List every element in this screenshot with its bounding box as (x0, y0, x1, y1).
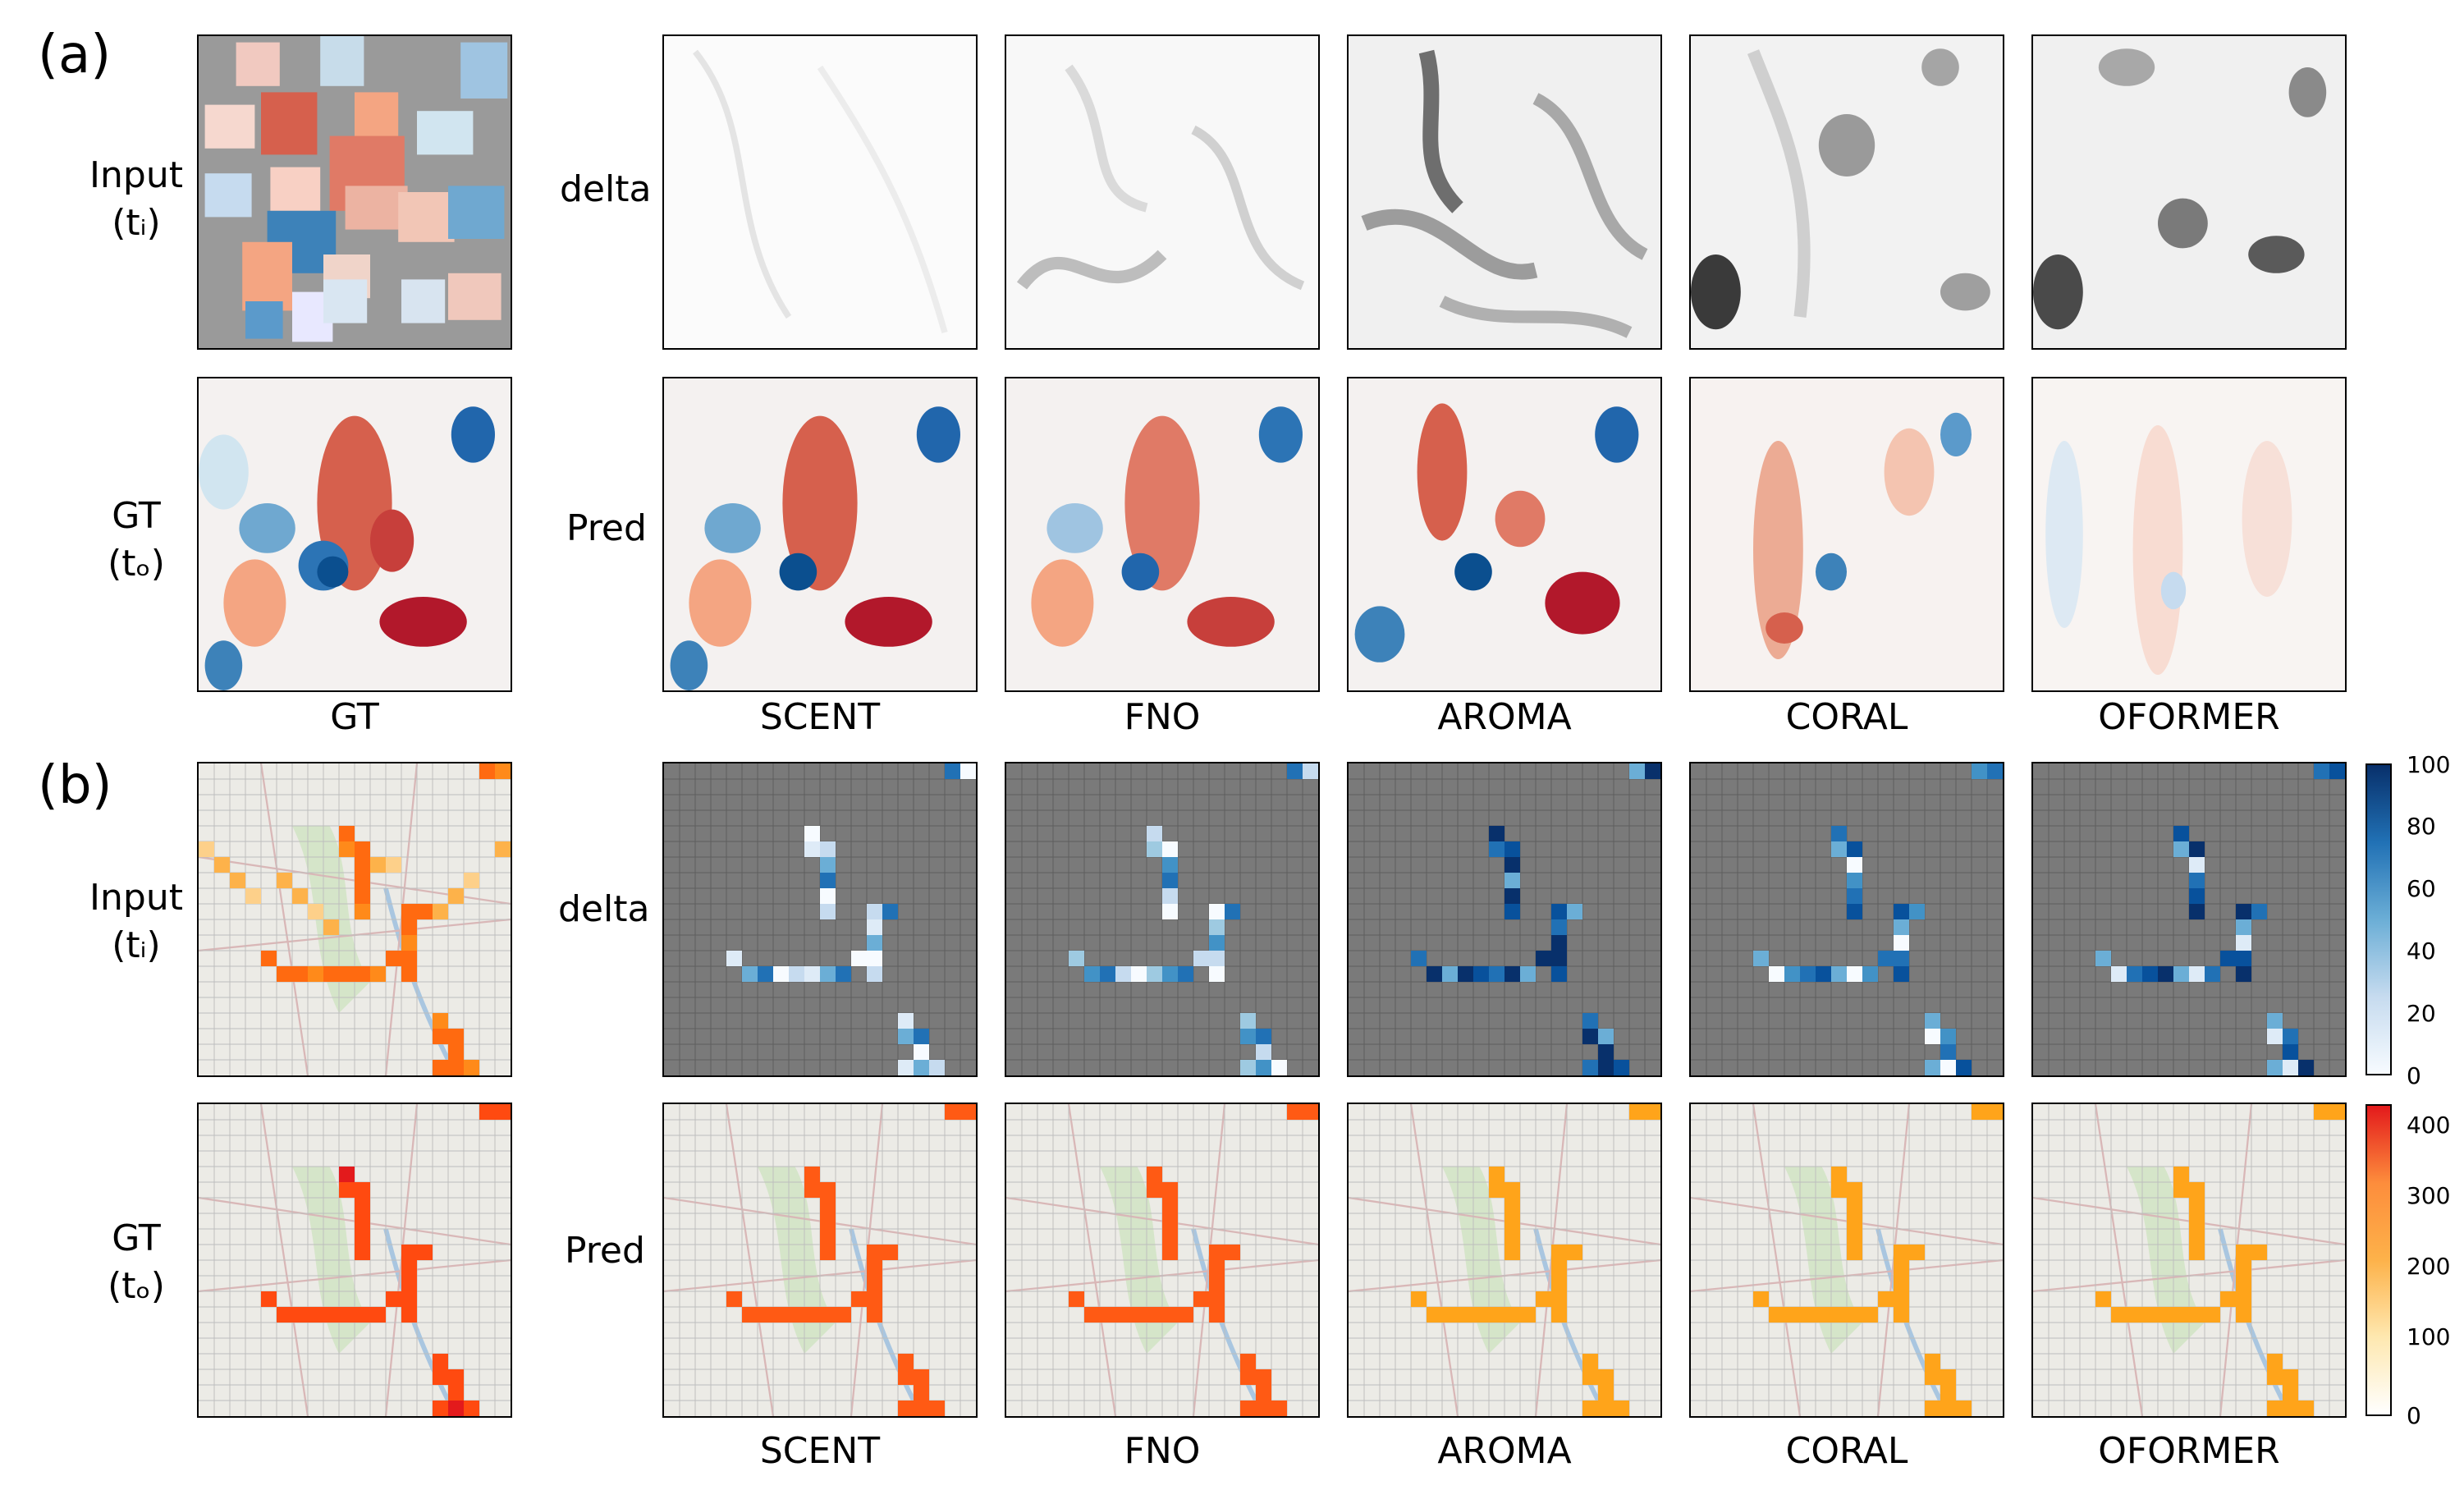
panel-b-model-label: SCENT (759, 1430, 881, 1472)
panel-a-pred-image-aroma (1347, 377, 1662, 692)
pred-colorbar-tick: 0 (2407, 1402, 2421, 1429)
pred-colorbar-tick: 200 (2407, 1253, 2451, 1280)
panel-b-delta-map-fno (1005, 762, 1320, 1077)
input-time-label: (tᵢ) (112, 924, 161, 966)
panel-a-gt-image (197, 377, 512, 692)
panel-a-model-label: OFORMER (2098, 696, 2280, 738)
gt-time-label: (tₒ) (108, 543, 165, 585)
panel-b-delta-map-aroma (1347, 762, 1662, 1077)
panel-a-delta-image-fno (1005, 34, 1320, 350)
panel-a-pred-label: Pred (566, 507, 647, 549)
pred-colorbar-tick: 300 (2407, 1182, 2451, 1209)
panel-a-pred-image-scent (662, 377, 978, 692)
panel-a-delta-label: delta (560, 168, 652, 210)
panel-b-model-label: OFORMER (2098, 1430, 2280, 1472)
panel-b-delta-label: delta (558, 888, 650, 930)
panel-b-pred-map-oformer (2031, 1103, 2347, 1418)
panel-b-gt-row-label: GT (tₒ) (54, 1215, 218, 1310)
delta-colorbar-tick: 80 (2407, 813, 2436, 840)
panel-a-input-image (197, 34, 512, 350)
panel-a-model-label: FNO (1124, 696, 1201, 738)
input-label: Input (89, 154, 183, 196)
panel-b-delta-map-coral (1689, 762, 2004, 1077)
panel-a-delta-image-oformer (2031, 34, 2347, 350)
panel-a-pred-image-fno (1005, 377, 1320, 692)
panel-a-pred-image-oformer (2031, 377, 2347, 692)
panel-a-tag: (a) (38, 25, 112, 85)
delta-colorbar-tick: 0 (2407, 1062, 2421, 1089)
panel-a-model-label: CORAL (1785, 696, 1908, 738)
panel-b-model-label: FNO (1124, 1430, 1201, 1472)
panel-b-input-map (197, 762, 512, 1077)
panel-a-delta-image-coral (1689, 34, 2004, 350)
input-time-label: (tᵢ) (112, 202, 161, 244)
delta-colorbar-tick: 100 (2407, 751, 2451, 778)
panel-a-input-row-label: Input (tᵢ) (54, 152, 218, 247)
panel-b-pred-map-coral (1689, 1103, 2004, 1418)
panel-b-input-row-label: Input (tᵢ) (54, 874, 218, 970)
delta-colorbar (2366, 763, 2392, 1075)
panel-b-pred-label: Pred (565, 1230, 645, 1272)
panel-a-delta-image-aroma (1347, 34, 1662, 350)
panel-a-pred-image-coral (1689, 377, 2004, 692)
panel-a-model-label: AROMA (1437, 696, 1572, 738)
panel-b-model-label: CORAL (1785, 1430, 1908, 1472)
panel-a-delta-image-scent (662, 34, 978, 350)
delta-colorbar-tick: 60 (2407, 875, 2436, 902)
pred-colorbar-tick: 100 (2407, 1323, 2451, 1350)
panel-b-delta-map-scent (662, 762, 978, 1077)
panel-a-model-label: SCENT (759, 696, 881, 738)
panel-b-pred-map-fno (1005, 1103, 1320, 1418)
delta-colorbar-tick: 20 (2407, 1000, 2436, 1027)
panel-a-gt-row-label: GT (tₒ) (54, 493, 218, 588)
input-label: Input (89, 877, 183, 919)
pred-colorbar-tick: 400 (2407, 1112, 2451, 1139)
panel-a-gt-col-label: GT (330, 696, 379, 738)
gt-time-label: (tₒ) (108, 1265, 165, 1307)
gt-label: GT (112, 495, 161, 537)
panel-b-gt-map (197, 1103, 512, 1418)
panel-b-pred-map-aroma (1347, 1103, 1662, 1418)
panel-b-model-label: AROMA (1437, 1430, 1572, 1472)
panel-b-tag: (b) (38, 755, 112, 816)
gt-label: GT (112, 1217, 161, 1259)
pred-colorbar (2366, 1104, 2392, 1416)
panel-b-pred-map-scent (662, 1103, 978, 1418)
panel-b-delta-map-oformer (2031, 762, 2347, 1077)
delta-colorbar-tick: 40 (2407, 938, 2436, 965)
